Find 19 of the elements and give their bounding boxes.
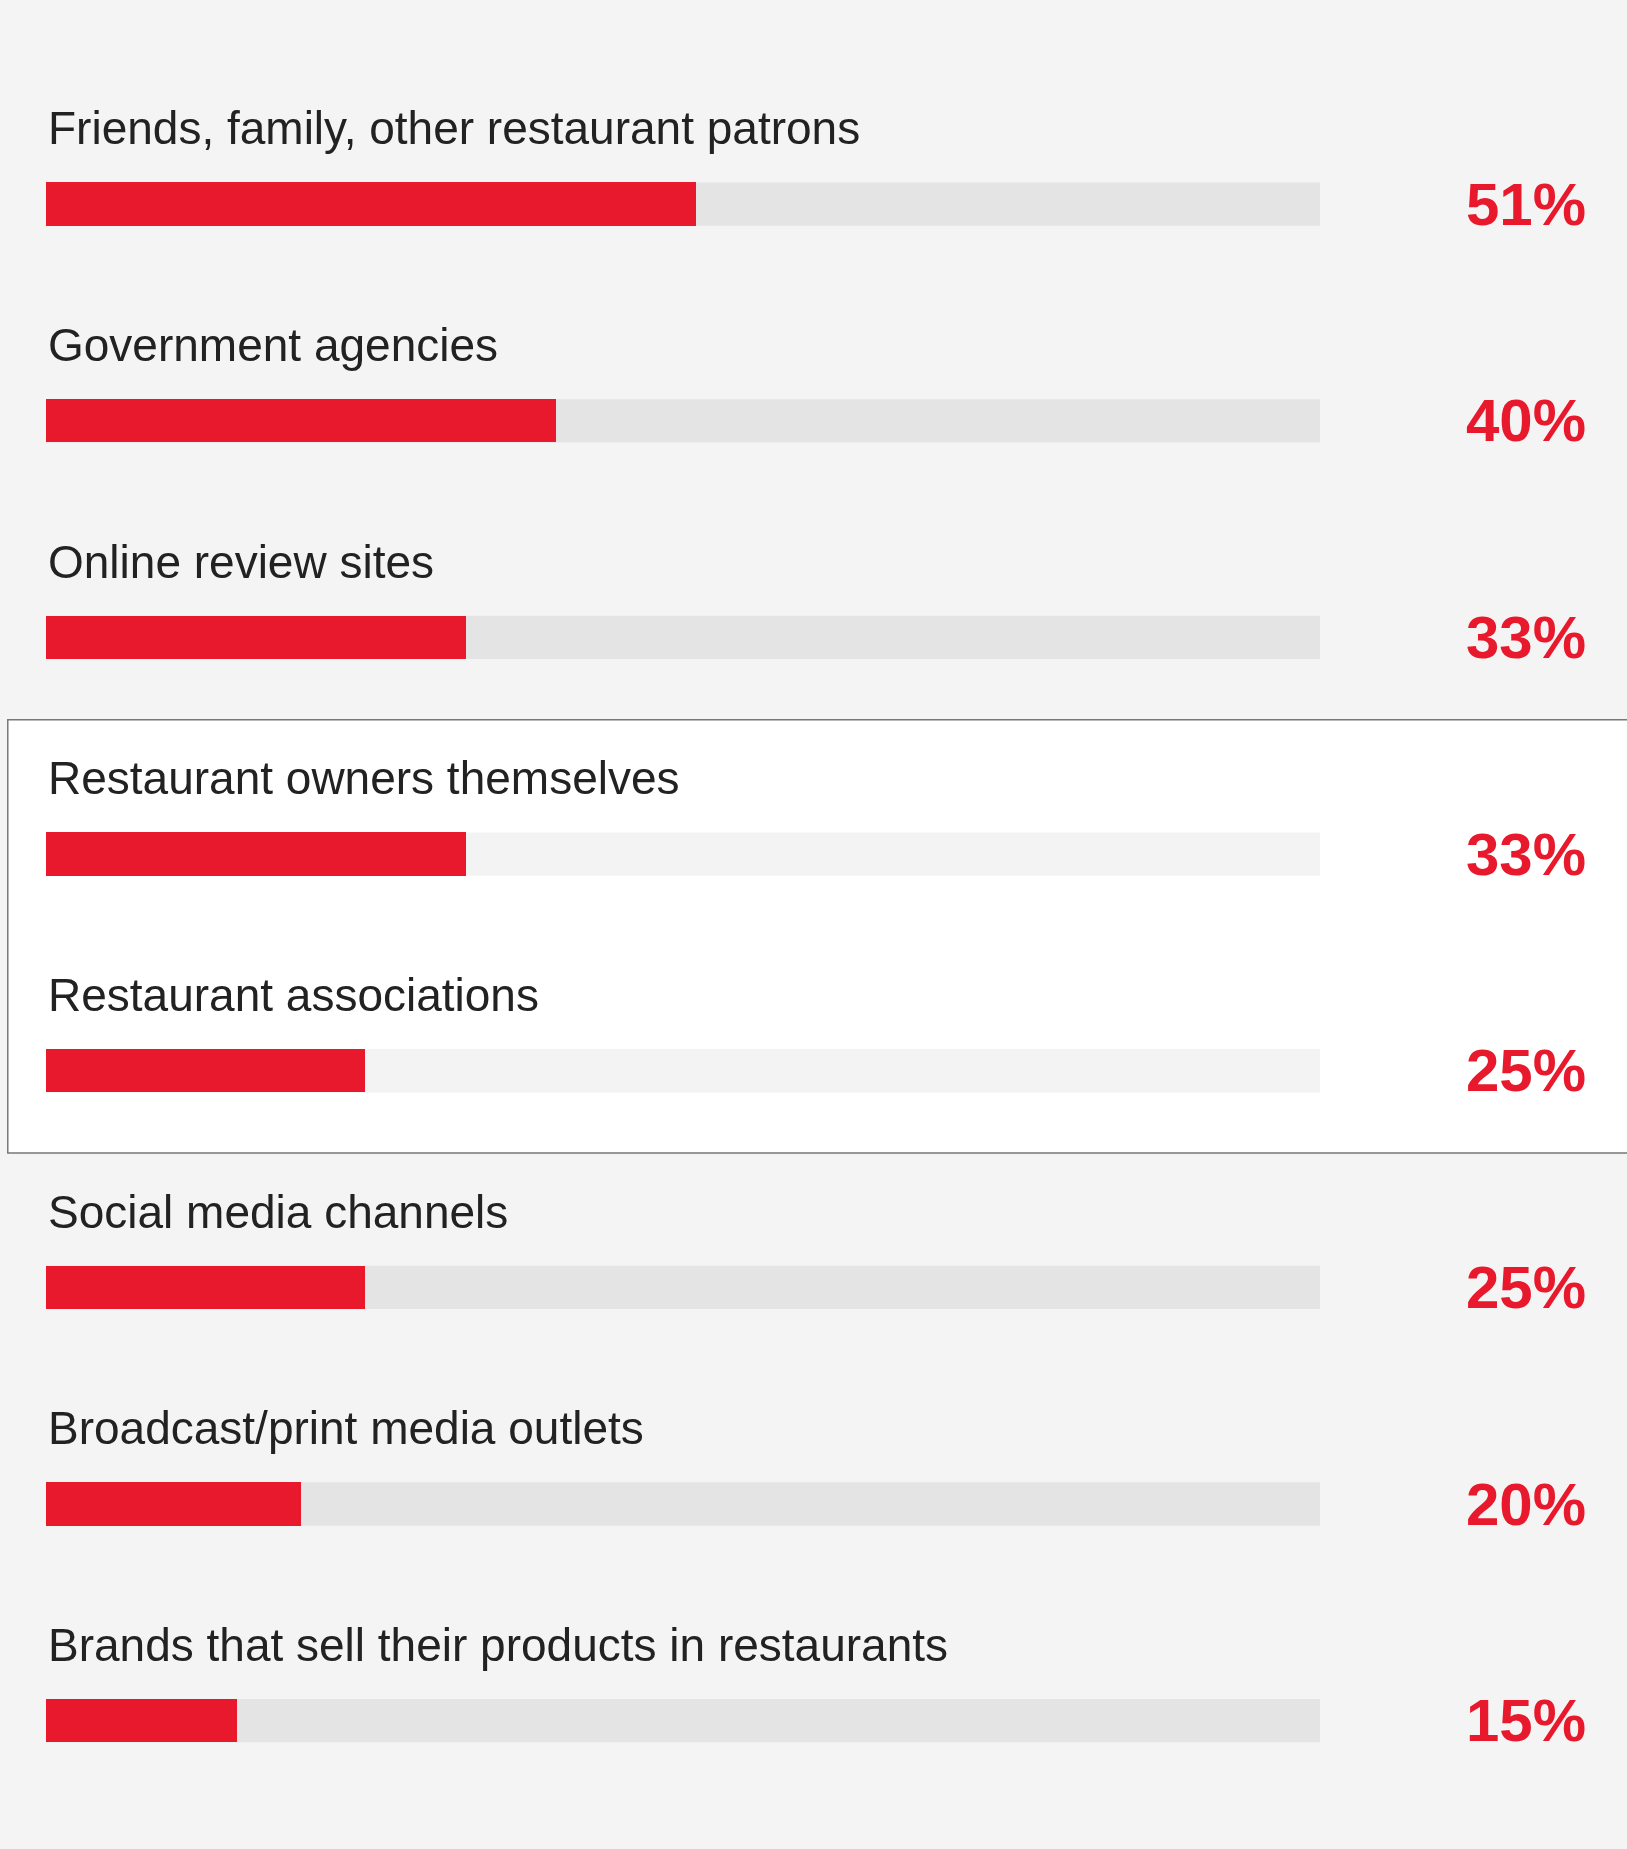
data-label: 33% — [1466, 821, 1587, 888]
y-tick-label: Social media channels — [48, 1186, 509, 1238]
data-label: 25% — [1466, 1037, 1587, 1104]
y-tick-label: Brands that sell their products in restaurants — [48, 1619, 949, 1671]
bar — [46, 1699, 237, 1742]
data-label: 40% — [1466, 387, 1587, 454]
data-label: 20% — [1466, 1471, 1587, 1538]
data-label: 15% — [1466, 1687, 1587, 1754]
y-tick-label: Restaurant associations — [48, 969, 539, 1021]
data-label: 25% — [1466, 1254, 1587, 1321]
y-tick-label: Friends, family, other restaurant patrons — [48, 102, 861, 154]
y-tick-label: Broadcast/print media outlets — [48, 1402, 644, 1454]
y-tick-label: Restaurant owners themselves — [48, 752, 680, 804]
y-tick-label: Online review sites — [48, 536, 435, 588]
y-tick-label: Government agencies — [48, 319, 499, 371]
data-label: 33% — [1466, 604, 1587, 671]
bar — [46, 1482, 301, 1526]
data-label: 51% — [1466, 171, 1587, 238]
bar — [46, 1049, 365, 1092]
